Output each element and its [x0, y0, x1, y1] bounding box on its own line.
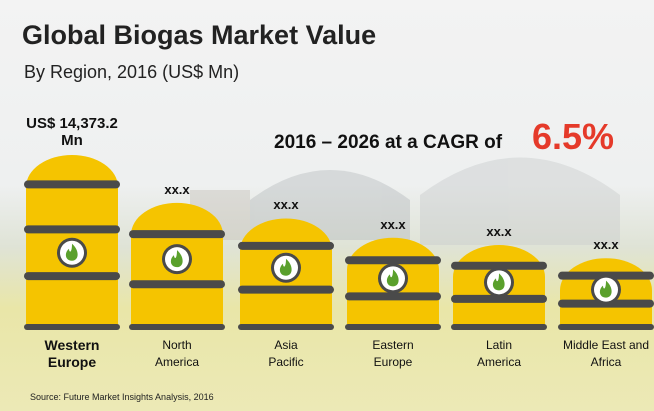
x-tick-label: North America — [154, 338, 199, 369]
flame — [599, 280, 612, 298]
title: Global Biogas Market Value — [22, 20, 377, 50]
x-tick-label: Eastern Europe — [372, 338, 414, 369]
tank-base — [558, 324, 654, 330]
x-tick-label: Latin America — [476, 338, 521, 369]
value-label: xx.x — [164, 181, 190, 197]
tank-base — [345, 324, 441, 330]
flame — [170, 250, 183, 268]
annotation: 2016 – 2026 at a CAGR of — [274, 132, 503, 153]
value-label: xx.x — [486, 223, 512, 239]
subtitle: By Region, 2016 (US$ Mn) — [24, 62, 240, 82]
value-label: xx.x — [273, 197, 299, 213]
flame — [386, 269, 399, 287]
tank-band — [345, 292, 441, 301]
tank-band — [24, 180, 120, 189]
value-label: xx.x — [593, 237, 619, 253]
tank-base — [451, 324, 547, 330]
x-tick-label: Asia Pacific — [268, 338, 304, 369]
annotation-value: 6.5% — [532, 116, 615, 157]
tank-base — [24, 324, 120, 330]
tank-band — [24, 272, 120, 281]
tank-band — [129, 280, 225, 289]
value-label: US$ 14,373.2 Mn — [26, 115, 118, 149]
flame — [279, 258, 292, 276]
tank-band — [451, 294, 547, 303]
flame — [65, 243, 78, 261]
tank-base — [129, 324, 225, 330]
flame — [492, 273, 505, 291]
tank-band — [238, 285, 334, 294]
source: Source: Future Market Insights Analysis,… — [30, 392, 214, 402]
tank-band — [24, 225, 120, 234]
x-tick-label: Western Europe — [44, 337, 100, 370]
tank-band — [345, 256, 441, 265]
x-tick-label: Middle East and Africa — [562, 338, 650, 369]
tank-base — [238, 324, 334, 330]
value-label: xx.x — [380, 216, 406, 232]
tank-band — [451, 261, 547, 270]
tank-band — [129, 230, 225, 239]
tank-band — [238, 241, 334, 250]
